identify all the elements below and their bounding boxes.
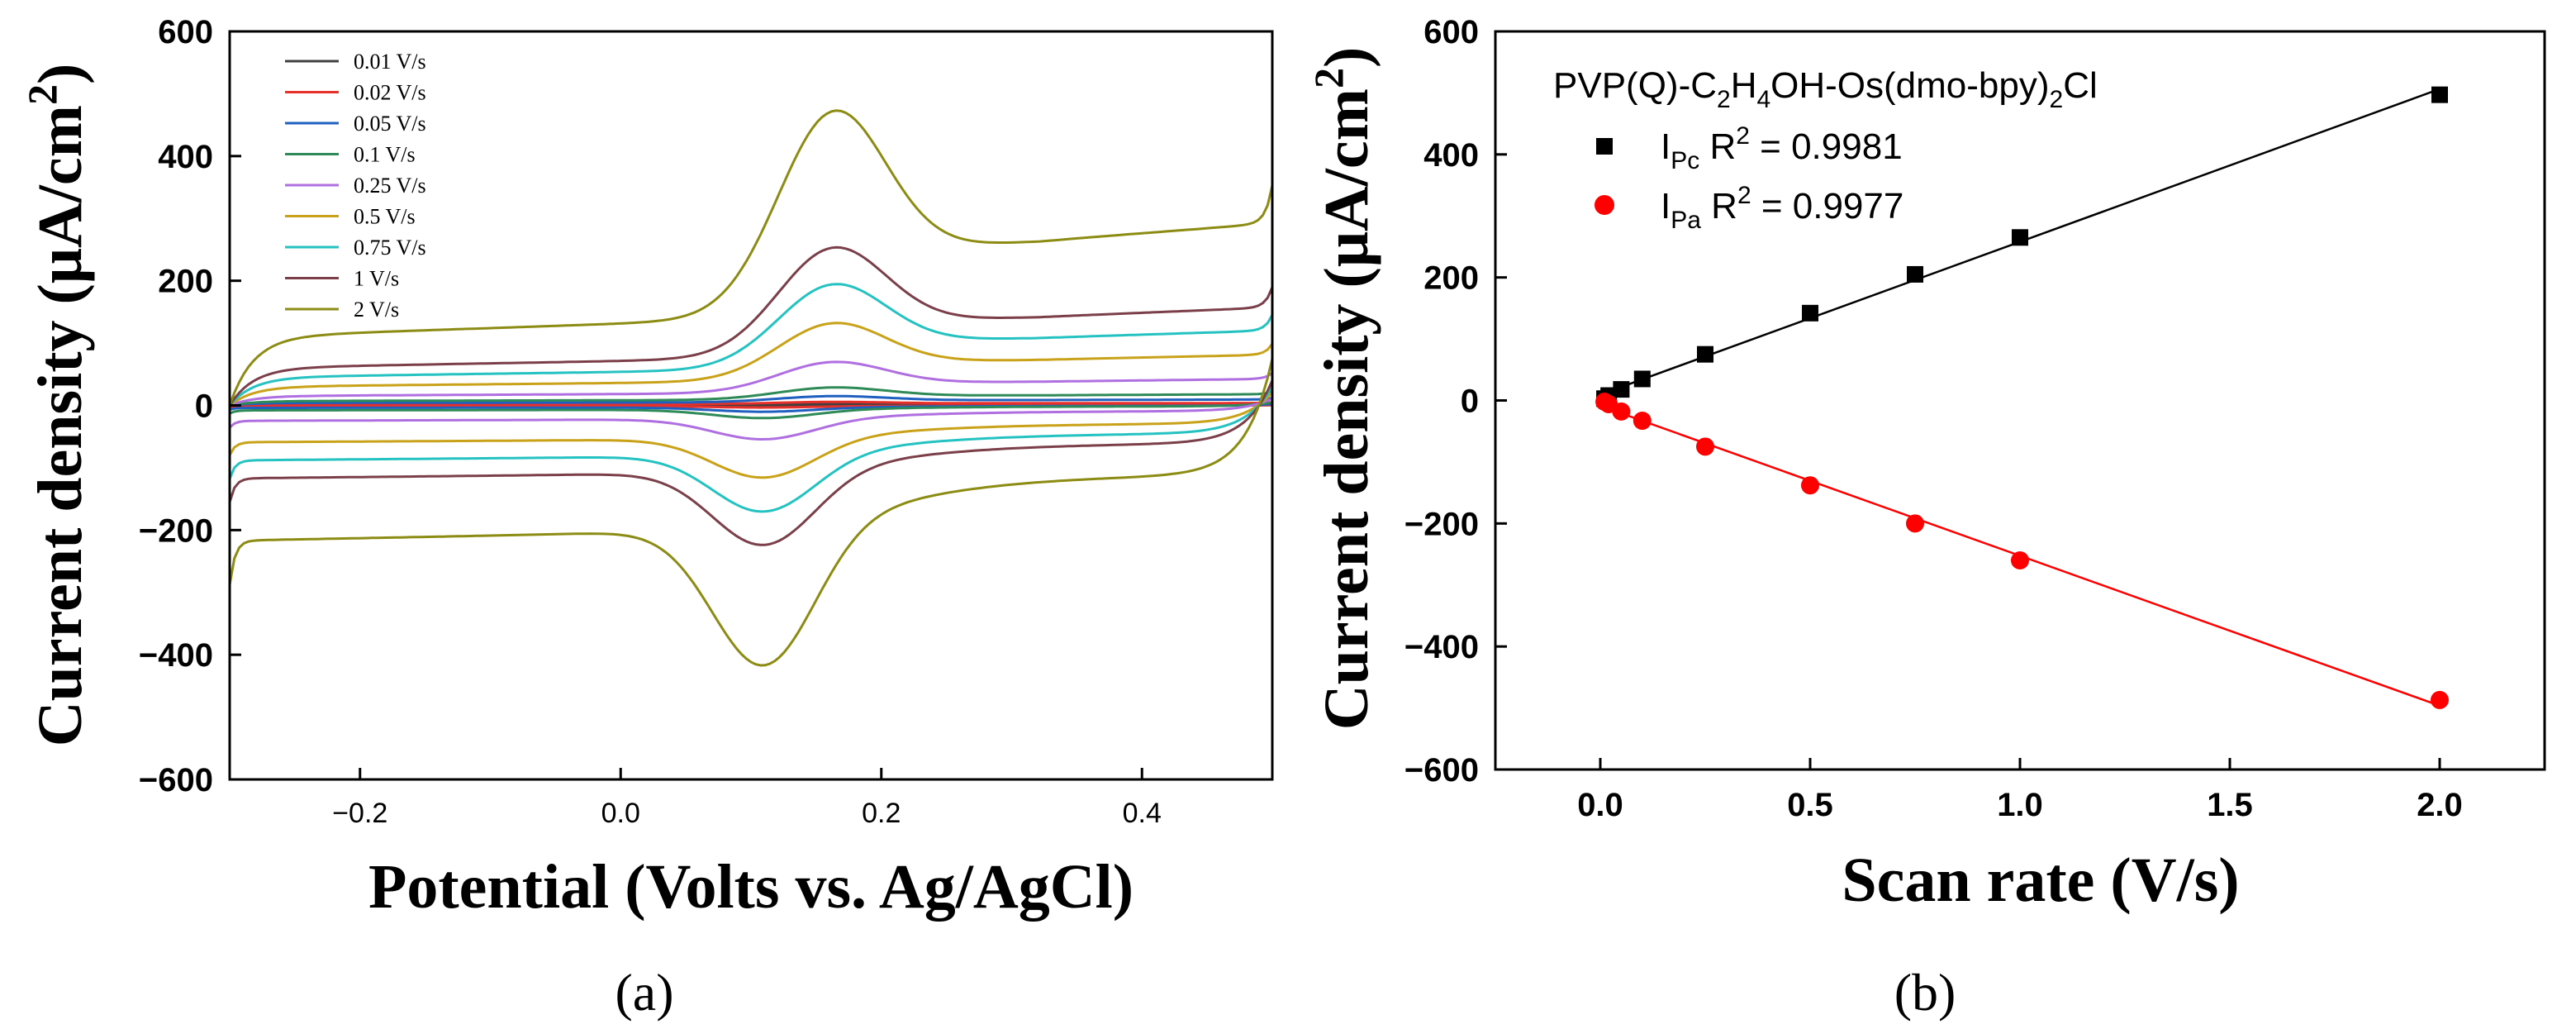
legend-label: 0.25 V/s — [354, 174, 426, 198]
panel-b-caption: (b) — [1894, 963, 1956, 1022]
ipc-data-point — [2012, 229, 2028, 246]
panel-b-x-ticks: 0.0 0.5 1.0 1.5 2.0 — [1577, 758, 2463, 823]
ipa-data-point — [1801, 476, 1819, 495]
ipc-data-point — [1697, 345, 1713, 363]
panel-b: 0.0 0.5 1.0 1.5 2.0 −600 −400 −200 0 200 400 600 P… — [1305, 14, 2546, 1022]
ipa-data-point — [1696, 437, 1714, 456]
ipc-data-point — [1907, 265, 1923, 283]
ipa-data-point — [2431, 690, 2449, 709]
panel-a-y-tick-label: 400 — [158, 139, 213, 175]
panel-a: −0.2 0.0 0.2 0.4 −600 −400 −200 0 200 400 600 0.0… — [19, 14, 1274, 1022]
legend-label: 1 V/s — [354, 267, 399, 291]
panel-b-legend-title: PVP(Q)-C2H4OH-Os(dmo-bpy)2Cl — [1553, 65, 2098, 113]
ipa-data-point — [2011, 550, 2029, 569]
panel-b-y-tick-label: 600 — [1423, 14, 1479, 50]
panel-b-y-tick-label: 200 — [1423, 260, 1479, 297]
legend-marker-ipa — [1595, 195, 1614, 215]
panel-a-caption: (a) — [615, 963, 673, 1022]
panel-b-y-tick-label: 400 — [1423, 137, 1479, 174]
legend-label: 0.01 V/s — [354, 50, 426, 74]
legend-label-ipc: IPc R2 = 0.9981 — [1661, 122, 1903, 174]
panel-a-x-ticks: −0.2 0.0 0.2 0.4 — [332, 768, 1162, 829]
panel-a-y-tick-label: 200 — [158, 264, 213, 300]
legend-marker-ipc — [1596, 138, 1613, 155]
panel-a-y-axis-label: Current density (μA/cm2) — [19, 64, 95, 747]
panel-b-x-tick-label: 0.0 — [1577, 787, 1623, 823]
panel-a-y-tick-label: −200 — [139, 512, 213, 549]
panel-b-y-tick-label: 0 — [1461, 384, 1479, 420]
legend-label: 0.75 V/s — [354, 236, 426, 260]
ipc-data-point — [1633, 370, 1651, 388]
ipa-data-point — [1612, 402, 1631, 421]
panel-a-x-tick-label: 0.4 — [1123, 798, 1162, 829]
panel-a-x-tick-label: 0.2 — [862, 798, 901, 829]
ipa-data-point — [1906, 514, 1924, 533]
panel-b-plot-frame — [1494, 30, 2546, 771]
legend-label: 0.02 V/s — [354, 81, 426, 105]
panel-b-y-axis-label: Current density (μA/cm2) — [1305, 47, 1381, 731]
panel-a-x-axis-label: Potential (Volts vs. Ag/AgCl) — [368, 852, 1134, 922]
ipa-data-point — [1633, 412, 1652, 431]
legend-label: 0.1 V/s — [354, 143, 416, 167]
panel-b-x-tick-label: 1.0 — [1997, 787, 2043, 823]
panel-b-fit-lines — [1599, 88, 2441, 707]
panel-b-x-tick-label: 2.0 — [2417, 787, 2463, 823]
panel-b-x-tick-label: 0.5 — [1787, 787, 1833, 823]
panel-a-y-tick-label: −400 — [139, 637, 213, 674]
ipc-data-point — [1613, 381, 1630, 398]
legend-label: 0.05 V/s — [354, 112, 426, 136]
panel-b-x-axis-label: Scan rate (V/s) — [1842, 846, 2239, 915]
panel-b-y-ticks: −600 −400 −200 0 200 400 600 — [1404, 14, 1507, 789]
panel-b-y-tick-label: −400 — [1404, 629, 1479, 665]
panel-a-legend: 0.01 V/s 0.02 V/s 0.05 V/s 0.1 V/s 0.25 V/s 0… — [285, 50, 426, 322]
legend-label: 2 V/s — [354, 298, 399, 322]
panel-a-x-tick-label: −0.2 — [332, 798, 387, 829]
legend-label-ipa: IPa R2 = 0.9977 — [1661, 182, 1903, 234]
panel-a-y-tick-label: 600 — [158, 14, 213, 50]
legend-label: 0.5 V/s — [354, 205, 416, 229]
panel-a-x-tick-label: 0.0 — [601, 798, 640, 829]
panel-a-y-ticks: −600 −400 −200 0 200 400 600 — [139, 14, 241, 798]
panel-b-legend: PVP(Q)-C2H4OH-Os(dmo-bpy)2Cl IPc R2 = 0.… — [1553, 65, 2098, 234]
panel-b-x-tick-label: 1.5 — [2207, 787, 2253, 823]
panel-b-points — [1595, 86, 2449, 709]
panel-a-y-tick-label: 0 — [195, 388, 213, 425]
panel-b-y-tick-label: −200 — [1404, 506, 1479, 542]
panel-b-y-tick-label: −600 — [1404, 752, 1479, 789]
ipc-data-point — [1802, 304, 1818, 322]
ipc-data-point — [2431, 86, 2448, 103]
panel-a-y-tick-label: −600 — [139, 762, 213, 798]
